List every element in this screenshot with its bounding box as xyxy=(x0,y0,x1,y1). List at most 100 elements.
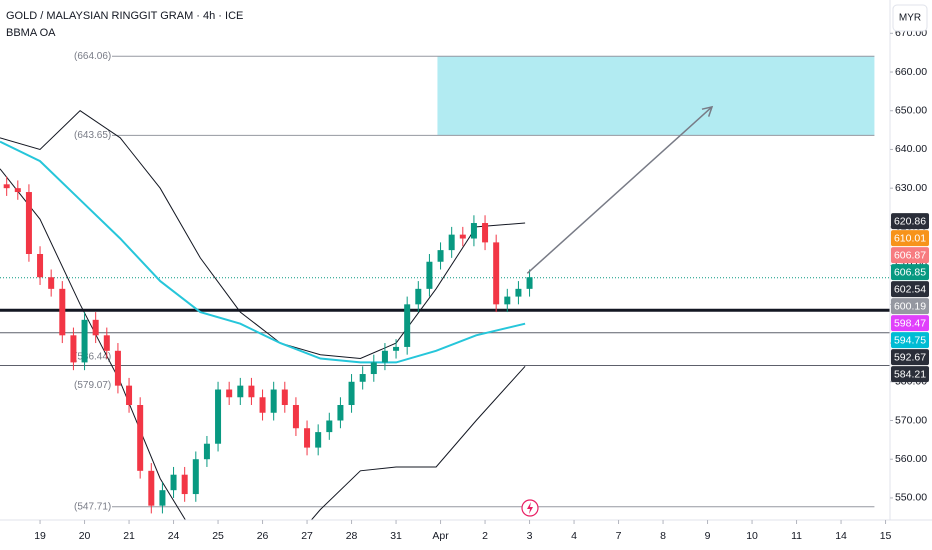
candle-body xyxy=(393,346,400,351)
price-badge-label: 606.87 xyxy=(894,249,926,261)
price-badge-label: 598.47 xyxy=(894,317,926,329)
candle-body xyxy=(415,288,422,305)
x-tick-label: 3 xyxy=(527,530,533,542)
candle-body xyxy=(437,250,444,262)
candle-body xyxy=(359,374,366,382)
candle-body xyxy=(448,234,455,251)
candle-body xyxy=(470,223,477,239)
indicator-line xyxy=(0,168,526,520)
currency-button[interactable]: MYR xyxy=(892,4,928,32)
price-badge-label: 620.86 xyxy=(894,215,926,227)
target-zone xyxy=(437,56,875,136)
candle-body xyxy=(237,385,244,398)
level-label: (643.65) xyxy=(74,130,111,141)
candle-body xyxy=(215,389,222,444)
x-tick-label: 10 xyxy=(746,530,758,542)
candle-body xyxy=(14,188,21,193)
projection-arrow xyxy=(526,105,714,274)
level-label: (586.44) xyxy=(74,351,111,362)
candle-body xyxy=(515,288,522,297)
candle-body xyxy=(493,242,500,305)
price-badge-label: 606.85 xyxy=(894,266,926,278)
price-badge xyxy=(891,247,929,264)
x-tick-label: 14 xyxy=(835,530,847,542)
x-tick-label: 8 xyxy=(660,530,666,542)
candle-body xyxy=(103,335,110,351)
y-tick-label: 560.00 xyxy=(895,453,927,465)
currency-label[interactable]: MYR xyxy=(899,13,921,24)
candle-body xyxy=(70,335,77,363)
level-label: (547.71) xyxy=(74,501,111,512)
x-tick-label: 4 xyxy=(571,530,577,542)
candle-body xyxy=(337,405,344,421)
y-tick-label: 640.00 xyxy=(895,143,927,155)
x-tick-label: 11 xyxy=(791,530,802,542)
y-tick-label: 650.00 xyxy=(895,105,927,117)
candle-body xyxy=(59,288,66,336)
price-badge xyxy=(891,213,929,230)
candle-body xyxy=(114,350,121,386)
price-badge xyxy=(891,332,929,349)
candle-body xyxy=(404,304,411,347)
candle-body xyxy=(459,234,466,239)
candle-body xyxy=(126,385,133,406)
candle-body xyxy=(526,277,533,289)
candle-body xyxy=(326,420,333,433)
candle-body xyxy=(181,474,188,495)
candle-body xyxy=(137,405,144,471)
indicator-line xyxy=(0,110,526,360)
candle-body xyxy=(504,296,511,305)
level-label: (664.06) xyxy=(74,51,111,62)
candle-body xyxy=(482,223,489,243)
indicator-name: BBMA OA xyxy=(6,27,56,39)
candle-body xyxy=(203,443,210,460)
x-tick-label: 31 xyxy=(390,530,402,542)
candle-body xyxy=(192,459,199,495)
candle-body xyxy=(270,389,277,413)
candle-body xyxy=(159,490,166,506)
x-tick-label: 26 xyxy=(257,530,269,542)
x-tick-label: 24 xyxy=(168,530,180,542)
price-badge-label: 592.67 xyxy=(894,351,926,363)
candle-body xyxy=(259,397,266,413)
x-tick-label: 2 xyxy=(482,530,488,542)
chart-title: GOLD / MALAYSIAN RINGGIT GRAM · 4h · ICE xyxy=(6,10,243,22)
level-label: (579.07) xyxy=(74,380,111,391)
y-tick-label: 660.00 xyxy=(895,66,927,78)
y-tick-label: 550.00 xyxy=(895,492,927,504)
candle-body xyxy=(281,389,288,406)
candle-body xyxy=(226,389,233,398)
x-tick-label: 19 xyxy=(34,530,46,542)
candle-body xyxy=(426,261,433,289)
price-badge xyxy=(891,349,929,366)
y-tick-label: 630.00 xyxy=(895,182,927,194)
x-tick-label: 27 xyxy=(301,530,313,542)
price-badge xyxy=(891,315,929,332)
candle-body xyxy=(81,319,88,363)
candle-body xyxy=(370,362,377,375)
price-badge-label: 602.54 xyxy=(894,283,926,295)
candle-body xyxy=(248,385,255,398)
candle-body xyxy=(304,428,311,448)
alert-icon xyxy=(521,499,539,517)
x-tick-label: 20 xyxy=(79,530,91,542)
candle-body xyxy=(170,474,177,491)
price-badge xyxy=(891,366,929,383)
y-tick-label: 570.00 xyxy=(895,414,927,426)
candle-body xyxy=(348,381,355,406)
price-badge-label: 610.01 xyxy=(894,232,926,244)
x-tick-label: 15 xyxy=(880,530,892,542)
price-badge xyxy=(891,281,929,298)
candle-body xyxy=(315,432,322,448)
price-badge xyxy=(891,230,929,247)
x-tick-label: Apr xyxy=(432,530,449,542)
candle-body xyxy=(92,319,99,336)
x-tick-label: 25 xyxy=(212,530,224,542)
plot-area: (664.06) (643.65) (586.44) (579.07) (547.71) xyxy=(0,51,890,520)
candle-body xyxy=(48,277,55,289)
x-tick-label: 21 xyxy=(123,530,135,542)
x-tick-label: 28 xyxy=(346,530,358,542)
price-badge xyxy=(891,298,929,315)
x-tick-label: 7 xyxy=(616,530,622,542)
